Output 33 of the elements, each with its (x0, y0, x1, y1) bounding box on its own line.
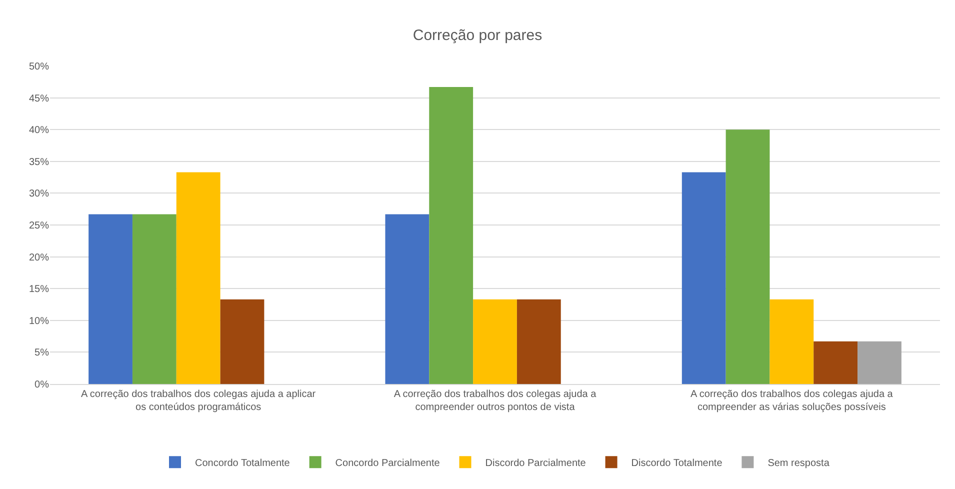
x-tick-label: A correção dos trabalhos dos colegas ajuda a compreender outros pontos de vista (394, 389, 597, 413)
x-tick-label: A correção dos trabalhos dos colegas ajuda a compreender as várias soluções possíveis (690, 389, 894, 413)
bar (858, 341, 902, 384)
bar (473, 299, 517, 384)
bar (770, 299, 814, 384)
bar (726, 130, 770, 384)
y-tick-label: 35% (28, 156, 50, 168)
bar (220, 299, 264, 384)
bar (814, 341, 858, 384)
y-tick-label: 20% (28, 252, 50, 264)
bar (132, 214, 176, 384)
bar (88, 214, 132, 384)
y-tick-label: 50% (28, 62, 50, 72)
bar (429, 86, 474, 384)
legend-label: Concordo Totalmente (195, 458, 290, 469)
legend-label: Concordo Parcialmente (335, 458, 440, 469)
x-tick-label: A correção dos trabalhos dos colegas ajuda a aplicar os conteúdos programáticos (81, 389, 316, 413)
y-tick-label: 0% (34, 380, 50, 390)
bar (176, 172, 220, 384)
y-tick-label: 10% (28, 316, 50, 327)
y-tick-label: 30% (28, 188, 50, 200)
legend-label: Discordo Parcialmente (485, 458, 586, 469)
y-tick-label: 15% (28, 284, 50, 296)
legend-label: Sem resposta (768, 458, 830, 469)
chart-title: Correção por pares (412, 26, 542, 44)
bar (385, 214, 430, 384)
y-tick-label: 25% (28, 220, 50, 232)
y-tick-label: 45% (28, 93, 50, 104)
y-tick-label: 40% (28, 125, 50, 136)
bar (516, 299, 561, 384)
bar (682, 172, 726, 384)
y-tick-label: 5% (34, 348, 50, 359)
legend-label: Discordo Totalmente (631, 458, 723, 469)
